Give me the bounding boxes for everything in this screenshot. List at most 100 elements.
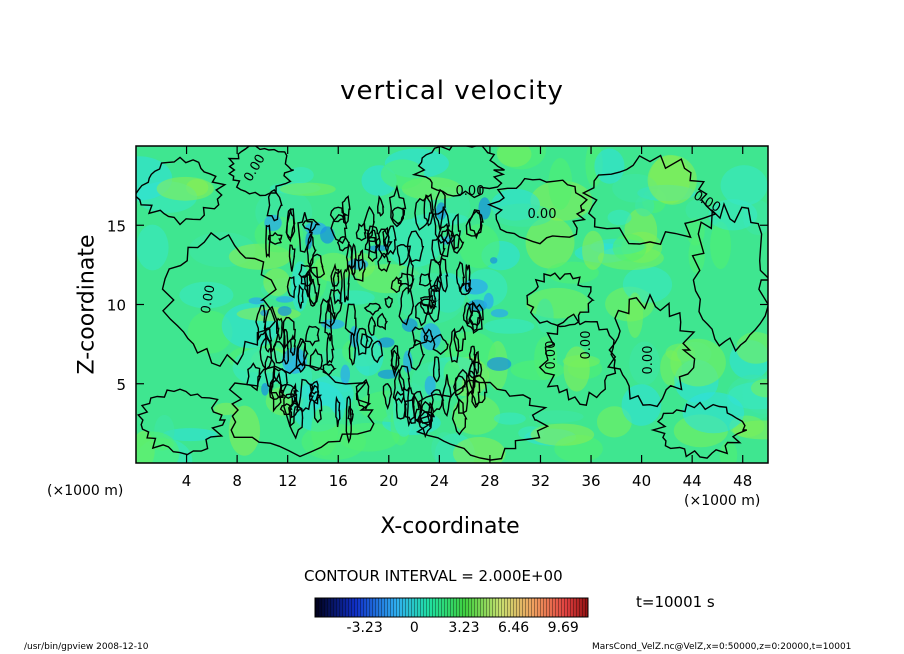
x-axis: 4 8 12 16 20 24 28 32 36 40 44 48 — [182, 146, 752, 490]
contour-line — [356, 327, 369, 356]
x-tick-label: 16 — [329, 472, 348, 490]
colorbar-stripes — [315, 598, 588, 617]
field-patch — [720, 165, 768, 206]
field-patch — [496, 146, 532, 167]
contour-line — [538, 313, 617, 406]
field-patch — [525, 216, 575, 269]
contour-line — [427, 284, 441, 323]
x-unit-right: (×1000 m) — [684, 493, 761, 509]
contour-line — [407, 339, 426, 371]
contour-label: 0.00 — [544, 341, 559, 370]
contour-line — [441, 374, 452, 418]
contour-line — [322, 363, 337, 376]
y-axis: 5 10 15 — [107, 217, 768, 394]
field-patch — [162, 428, 218, 442]
colorbar-tick-label: 0 — [409, 620, 419, 636]
field-patch — [385, 218, 443, 268]
field-patch — [629, 341, 660, 386]
contour-label: 0.00 — [456, 184, 485, 199]
x-tick-label: 8 — [232, 472, 242, 490]
field-patch — [279, 182, 336, 196]
contour-line — [351, 242, 357, 277]
field-patch — [228, 405, 261, 456]
y-axis-label: Z-coordinate — [74, 234, 100, 375]
field-patch — [403, 350, 413, 374]
contour-line — [330, 214, 348, 245]
contour-line — [423, 328, 434, 343]
field-patch — [311, 405, 339, 456]
contour-line — [309, 348, 324, 371]
contour-line — [288, 402, 301, 419]
contour-line — [526, 272, 595, 328]
field-patch — [156, 176, 214, 201]
field-patch — [510, 359, 565, 381]
colorbar-tick-label: 3.23 — [448, 620, 480, 636]
y-tick-label: 15 — [107, 217, 126, 235]
contour-line — [304, 325, 320, 347]
x-axis-label: X-coordinate — [380, 514, 520, 539]
field-patch — [621, 384, 662, 426]
contour-line — [255, 304, 267, 342]
field-patch — [607, 209, 632, 226]
field-patch — [710, 221, 732, 270]
contour-line — [335, 395, 341, 428]
contour-line — [464, 264, 472, 292]
contour-line — [432, 207, 451, 244]
contour-line — [136, 388, 226, 456]
contour-line — [426, 401, 434, 428]
contour-line — [487, 177, 589, 245]
field-patch — [708, 199, 758, 231]
colorbar-tick-label: 6.46 — [498, 620, 530, 636]
field-patch — [670, 338, 726, 387]
colorbar-tick-label: 9.69 — [547, 620, 579, 636]
contour-line — [376, 195, 385, 217]
field-patch — [333, 290, 375, 305]
contour-line — [288, 244, 296, 272]
field-patch — [548, 158, 573, 210]
contour-line — [397, 272, 415, 287]
field-patch — [536, 298, 554, 333]
contour-line — [411, 326, 429, 347]
x-tick-label: 32 — [531, 472, 550, 490]
field-patch — [483, 292, 494, 310]
contour-line — [357, 249, 364, 272]
contour-line — [355, 378, 370, 410]
contour-line — [308, 253, 326, 279]
x-tick-label: 28 — [480, 472, 499, 490]
field-patch — [492, 203, 554, 227]
field-patch — [486, 357, 512, 371]
contour-line — [283, 393, 299, 428]
x-tick-label: 12 — [278, 472, 297, 490]
contour-line — [297, 284, 304, 309]
x-tick-label: 36 — [581, 472, 600, 490]
contour-line — [453, 375, 466, 397]
contour-line — [343, 263, 351, 303]
contour-line — [414, 379, 550, 461]
field-patch — [340, 364, 351, 385]
contour-line — [330, 262, 340, 288]
contour-line — [350, 258, 366, 282]
contour-line — [451, 398, 468, 436]
field-patch — [682, 392, 745, 434]
contour-line — [382, 383, 393, 411]
contour-line — [455, 261, 466, 292]
contour-line — [406, 257, 414, 295]
contour-line — [360, 333, 374, 349]
contour-line — [468, 300, 484, 334]
field-patch — [478, 197, 491, 220]
contour-line — [306, 266, 321, 305]
contour-label: 0.00 — [641, 346, 656, 375]
contour-line — [430, 388, 445, 414]
field-patch — [453, 436, 506, 463]
contour-line — [285, 208, 296, 243]
field-patch — [489, 257, 498, 264]
field-patch — [261, 382, 269, 396]
contour-line — [398, 287, 415, 326]
contour-line — [419, 298, 438, 315]
field-patch — [562, 355, 601, 368]
contour-line — [329, 206, 350, 223]
contour-line — [377, 252, 391, 273]
contour-line — [267, 231, 283, 245]
field-patch — [493, 412, 526, 425]
contour-line — [423, 193, 434, 227]
